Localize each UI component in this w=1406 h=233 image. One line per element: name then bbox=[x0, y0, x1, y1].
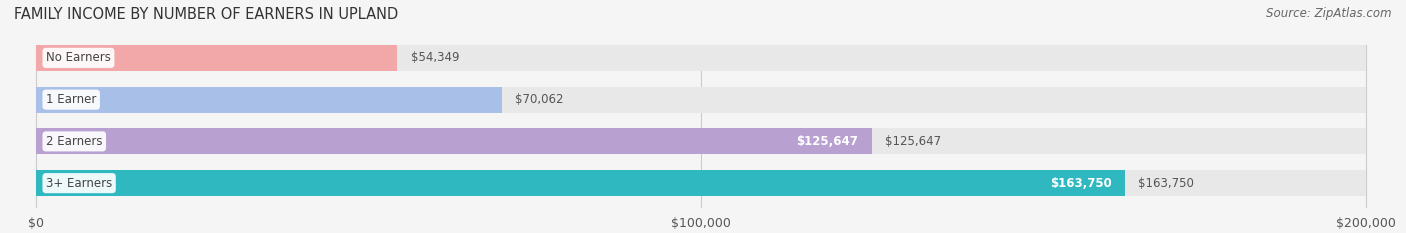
Bar bbox=[37, 87, 502, 113]
Text: $163,750: $163,750 bbox=[1139, 177, 1194, 190]
Bar bbox=[37, 170, 1125, 196]
Text: 2 Earners: 2 Earners bbox=[46, 135, 103, 148]
Text: Source: ZipAtlas.com: Source: ZipAtlas.com bbox=[1267, 7, 1392, 20]
Text: $125,647: $125,647 bbox=[884, 135, 941, 148]
Text: No Earners: No Earners bbox=[46, 51, 111, 64]
Bar bbox=[37, 87, 1367, 113]
Bar bbox=[37, 45, 398, 71]
Bar bbox=[37, 128, 872, 154]
Text: $163,750: $163,750 bbox=[1050, 177, 1112, 190]
Text: 3+ Earners: 3+ Earners bbox=[46, 177, 112, 190]
Bar bbox=[37, 128, 1367, 154]
Bar bbox=[37, 170, 1367, 196]
Text: 1 Earner: 1 Earner bbox=[46, 93, 97, 106]
Text: $54,349: $54,349 bbox=[411, 51, 460, 64]
Text: $70,062: $70,062 bbox=[515, 93, 564, 106]
Text: $125,647: $125,647 bbox=[796, 135, 858, 148]
Text: FAMILY INCOME BY NUMBER OF EARNERS IN UPLAND: FAMILY INCOME BY NUMBER OF EARNERS IN UP… bbox=[14, 7, 398, 22]
Bar bbox=[37, 45, 1367, 71]
